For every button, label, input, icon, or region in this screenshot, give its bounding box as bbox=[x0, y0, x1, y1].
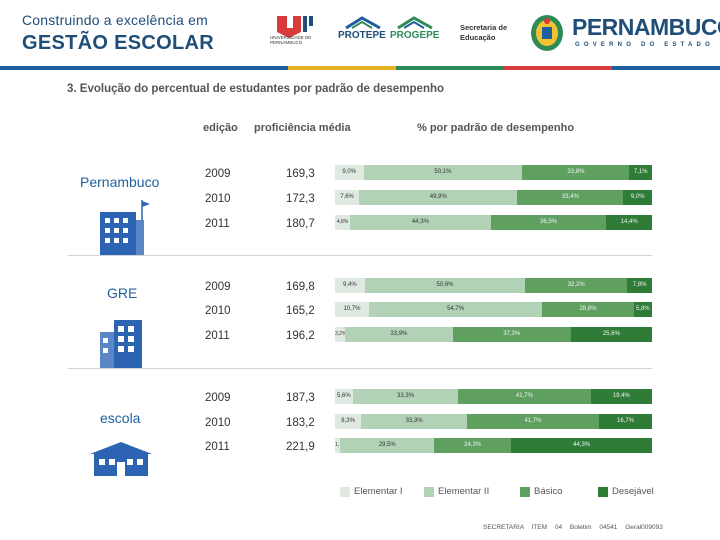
column-header-proficiencia: proficiência média bbox=[254, 122, 351, 134]
stacked-bar: 3,2% 33,9% 37,3% 25,6% bbox=[335, 327, 652, 342]
bar-segment-basico: 28,8% bbox=[542, 302, 634, 317]
bar-segment-desejavel: 14,4% bbox=[606, 215, 652, 230]
progepe-logo-icon bbox=[397, 16, 433, 30]
bar-segment-elementar-i: 4,8% bbox=[335, 215, 351, 230]
group-separator bbox=[68, 255, 652, 256]
bar-segment-desejavel: 7,8% bbox=[627, 278, 652, 293]
proficiency-value: 169,8 bbox=[286, 281, 315, 293]
upe-logo-icon bbox=[277, 16, 313, 38]
bar-segment-desejavel: 7,1% bbox=[629, 165, 652, 180]
legend-swatch-elementar-i bbox=[340, 487, 350, 497]
school-building-icon bbox=[90, 442, 152, 476]
legend-swatch-desejavel bbox=[598, 487, 608, 497]
stacked-bar: 9,0% 50,1% 33,8% 7,1% bbox=[335, 165, 652, 180]
state-seal-icon bbox=[531, 15, 563, 51]
bar-segment-desejavel: 5,8% bbox=[633, 302, 652, 317]
year-label: 2011 bbox=[205, 330, 230, 342]
protepe-label: PROTEPE bbox=[338, 30, 386, 41]
legend-label-basico: Básico bbox=[534, 486, 563, 497]
bar-segment-elementar-ii: 29,5% bbox=[340, 438, 435, 453]
proficiency-value: 165,2 bbox=[286, 305, 315, 317]
state-subtitle: GOVERNO DO ESTADO bbox=[575, 42, 714, 48]
state-building-icon bbox=[100, 200, 150, 256]
stacked-bar: 1,7%29,5%24,3%44,3% bbox=[335, 438, 652, 453]
protepe-logo-icon bbox=[345, 16, 381, 30]
year-label: 2011 bbox=[205, 218, 230, 230]
secretaria-label: Secretaria de Educação bbox=[460, 23, 507, 43]
year-label: 2011 bbox=[205, 441, 230, 453]
year-label: 2009 bbox=[205, 281, 231, 293]
group-label-gre: GRE bbox=[107, 285, 138, 301]
year-label: 2009 bbox=[205, 392, 231, 404]
bar-segment-basico: 33,8% bbox=[522, 165, 630, 180]
stacked-bar: 8,3% 33,3% 41,7% 16,7% bbox=[335, 414, 652, 429]
bar-segment-desejavel: 9,0% bbox=[623, 190, 652, 205]
stacked-bar: 7,6% 49,9% 33,4% 9,0% bbox=[335, 190, 652, 205]
section-title: 3. Evolução do percentual de estudantes … bbox=[67, 83, 445, 95]
bar-segment-elementar-ii: 50,1% bbox=[363, 165, 523, 180]
group-separator bbox=[68, 368, 652, 369]
bar-segment-basico: 41,7% bbox=[458, 389, 591, 404]
progepe-label: PROGEPE bbox=[390, 30, 440, 41]
year-label: 2010 bbox=[205, 193, 231, 205]
bar-segment-elementar-i: 7,6% bbox=[335, 190, 360, 205]
header: Construindo a excelência em GESTÃO ESCOL… bbox=[0, 0, 720, 70]
year-label: 2010 bbox=[205, 417, 231, 429]
bar-segment-elementar-ii: 44,3% bbox=[350, 215, 491, 230]
bar-segment-elementar-ii: 50,6% bbox=[364, 278, 526, 293]
group-label-pernambuco: Pernambuco bbox=[80, 174, 160, 190]
bar-segment-elementar-i: 9,0% bbox=[335, 165, 364, 180]
bar-segment-basico: 24,3% bbox=[434, 438, 512, 453]
year-label: 2009 bbox=[205, 168, 231, 180]
brand-title: GESTÃO ESCOLAR bbox=[22, 32, 214, 54]
bar-segment-desejavel: 25,6% bbox=[570, 327, 652, 342]
year-label: 2010 bbox=[205, 305, 231, 317]
secretaria-line1: Secretaria de bbox=[460, 23, 508, 32]
proficiency-value: 196,2 bbox=[286, 330, 315, 342]
footer-text: SECRETARIA ITEM 04 Boletim 04541 Geral00… bbox=[483, 524, 663, 531]
bar-segment-elementar-ii: 33,3% bbox=[352, 389, 459, 404]
legend-label-elementar-ii: Elementar II bbox=[438, 486, 490, 497]
legend-label-elementar-i: Elementar I bbox=[354, 486, 403, 497]
bar-segment-basico: 36,5% bbox=[490, 215, 607, 230]
bar-segment-elementar-i: 9,4% bbox=[335, 278, 365, 293]
bar-segment-basico: 41,7% bbox=[466, 414, 600, 429]
bar-segment-basico: 32,2% bbox=[525, 278, 628, 293]
stacked-bar: 9,4% 50,6% 32,2% 7,8% bbox=[335, 278, 652, 293]
bar-segment-basico: 37,3% bbox=[452, 327, 571, 342]
proficiency-value: 180,7 bbox=[286, 218, 315, 230]
proficiency-value: 172,3 bbox=[286, 193, 315, 205]
stacked-bar: 10,7% 54,7% 28,8% 5,8% bbox=[335, 302, 652, 317]
header-stripe bbox=[0, 66, 720, 70]
secretaria-line2: Educação bbox=[460, 33, 496, 42]
state-name: PERNAMBUCO bbox=[572, 14, 720, 40]
proficiency-value: 187,3 bbox=[286, 392, 315, 404]
bar-segment-elementar-ii: 49,9% bbox=[359, 190, 518, 205]
bar-segment-desejavel: 16,7% bbox=[599, 414, 652, 429]
proficiency-value: 183,2 bbox=[286, 417, 315, 429]
upe-text: UNIVERSIDADE DE PERNAMBUCO bbox=[270, 35, 312, 45]
gre-building-icon bbox=[100, 320, 142, 368]
legend-label-desejavel: Desejável bbox=[612, 486, 654, 497]
column-header-edicao: edição bbox=[203, 122, 238, 134]
bar-segment-desejavel: 44,3% bbox=[511, 438, 652, 453]
legend-swatch-elementar-ii bbox=[424, 487, 434, 497]
bar-segment-elementar-ii: 33,9% bbox=[345, 327, 453, 342]
bar-segment-elementar-ii: 54,7% bbox=[368, 302, 543, 317]
group-label-escola: escola bbox=[100, 410, 141, 426]
bar-segment-elementar-ii: 33,3% bbox=[361, 414, 467, 429]
bar-segment-basico: 33,4% bbox=[517, 190, 624, 205]
bar-segment-elementar-i: 5,6% bbox=[335, 389, 353, 404]
column-header-padrao: % por padrão de desempenho bbox=[417, 122, 575, 134]
bar-segment-elementar-i: 8,3% bbox=[335, 414, 362, 429]
stacked-bar: 4,8% 44,3% 36,5% 14,4% bbox=[335, 215, 652, 230]
bar-segment-elementar-i: 10,7% bbox=[335, 302, 369, 317]
proficiency-value: 169,3 bbox=[286, 168, 315, 180]
brand-line1: Construindo a excelência em bbox=[22, 12, 208, 28]
proficiency-value: 221,9 bbox=[286, 441, 315, 453]
bar-segment-elementar-i: 3,2% bbox=[335, 327, 346, 342]
bar-segment-desejavel: 19,4% bbox=[590, 389, 652, 404]
stacked-bar: 5,6% 33,3% 41,7% 19,4% bbox=[335, 389, 652, 404]
legend-swatch-basico bbox=[520, 487, 530, 497]
